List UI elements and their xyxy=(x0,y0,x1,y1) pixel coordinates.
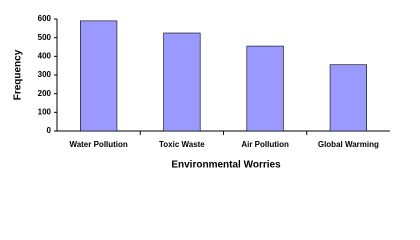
bar xyxy=(163,32,201,132)
x-axis-title: Environmental Worries xyxy=(171,160,281,171)
y-tick-label: 300 xyxy=(38,70,52,79)
bar xyxy=(80,20,118,132)
x-tick-label: Water Pollution xyxy=(69,140,127,149)
page: Environmental Worries Frequency 0 100 200 3… xyxy=(12,14,390,171)
x-tick-label: Global Warming xyxy=(318,140,379,149)
bar xyxy=(329,64,367,132)
chart: Environmental Worries Frequency 0 100 200 3… xyxy=(13,14,390,171)
y-tick-label: 100 xyxy=(38,107,52,116)
y-tick-label: 500 xyxy=(38,33,52,42)
y-tick-label: 400 xyxy=(38,51,52,60)
x-tick-label: Air Pollution xyxy=(241,140,289,149)
x-tick-label: Toxic Waste xyxy=(159,140,205,149)
bar xyxy=(246,45,284,132)
y-tick-label: 0 xyxy=(47,126,52,135)
y-tick-label: 600 xyxy=(38,14,52,23)
y-tick-label: 200 xyxy=(38,89,52,98)
y-axis-title: Frequency xyxy=(13,49,24,100)
